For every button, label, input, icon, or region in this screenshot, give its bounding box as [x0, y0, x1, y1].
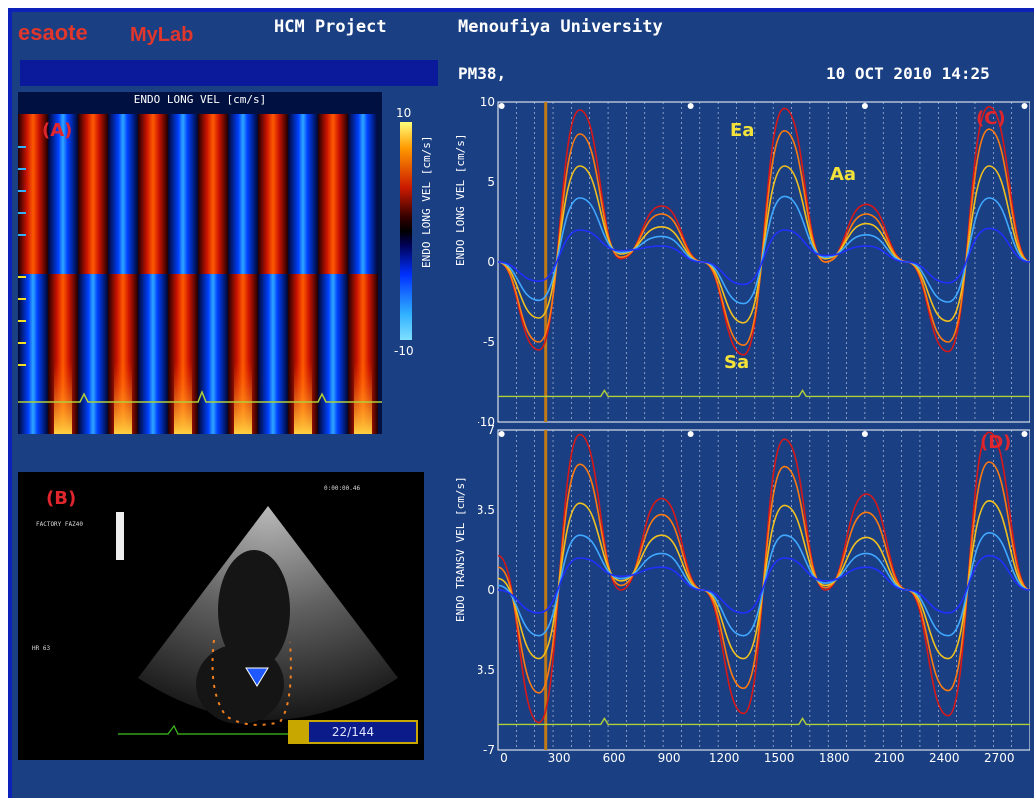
frame-scrollbar[interactable]: 22/144: [288, 720, 418, 744]
heart-marker-icon: [1021, 103, 1028, 109]
ecg-trace: [498, 717, 1030, 726]
panel-d-tag: (D): [980, 432, 1012, 453]
velocity-map-image: [18, 92, 382, 434]
velocity-band-bottom: [18, 274, 48, 434]
velocity-trace: [497, 227, 1031, 286]
x-tick-label: 2400: [929, 751, 960, 762]
velocity-trace: [497, 500, 1031, 660]
svg-text:HR 63: HR 63: [32, 645, 50, 652]
heart-marker-icon: [861, 103, 868, 109]
velocity-band-top: [258, 114, 288, 274]
velocity-band-top: [18, 114, 48, 274]
svg-text:0:00:00.46: 0:00:00.46: [324, 485, 361, 492]
echocardiogram-image: FACTORY FAZ40 0:00:00.46 HR 63: [18, 472, 424, 760]
colorbar-axis: ENDO LONG VEL [cm/s]: [420, 108, 436, 368]
velocity-colorbar: [400, 122, 412, 340]
patient-id: PM38,: [458, 64, 507, 83]
velocity-band-bottom: [78, 274, 108, 434]
velocity-peak-highlight: [354, 362, 372, 434]
panel-a-tag: (A): [42, 120, 73, 141]
header-blue-bar: [20, 60, 438, 86]
y-tick-label: -3.5: [478, 663, 495, 677]
velocity-band-top: [78, 114, 108, 274]
velocity-peak-highlight: [174, 362, 192, 434]
velocity-peak-highlight: [54, 362, 72, 434]
velocity-peak-highlight: [114, 362, 132, 434]
annotation-ea: Ea: [730, 120, 755, 141]
velocity-band-top: [168, 114, 198, 274]
svg-text:FACTORY FAZ40: FACTORY FAZ40: [36, 521, 83, 528]
heart-marker-icon: [687, 431, 694, 437]
plot-frame: [497, 101, 1031, 423]
y-tick-label: 10: [480, 95, 495, 109]
velocity-trace: [497, 165, 1031, 324]
x-tick-label: 1200: [709, 751, 740, 762]
y-tick-label: -10: [478, 415, 495, 429]
x-tick-label: 2700: [984, 751, 1015, 762]
esaote-logo: esaote: [18, 20, 88, 46]
y-tick-label: 0: [487, 583, 495, 597]
x-tick-label: 600: [603, 751, 626, 762]
velocity-peak-highlight: [294, 362, 312, 434]
heart-marker-icon: [1021, 431, 1028, 437]
velocity-band-bottom: [138, 274, 168, 434]
app-window: esaote MyLab HCM Project Menoufiya Unive…: [8, 8, 1034, 798]
velocity-band-top: [228, 114, 258, 274]
transv-vel-ylabel: ENDO TRANSV VEL [cm/s]: [454, 476, 467, 622]
y-tick-label: -7: [483, 743, 495, 757]
colorbar-min: -10: [394, 344, 414, 358]
x-tick-label: 1800: [819, 751, 850, 762]
velocity-band-top: [288, 114, 318, 274]
velocity-trace: [497, 128, 1031, 347]
velocity-band-top: [318, 114, 348, 274]
x-tick-label: 900: [658, 751, 681, 762]
x-tick-label: 1500: [764, 751, 795, 762]
exam-datetime: 10 OCT 2010 14:25: [826, 64, 990, 83]
velocity-peak-highlight: [234, 362, 252, 434]
velocity-band-bottom: [198, 274, 228, 434]
panel-b-tag: (B): [46, 488, 77, 509]
velocity-band-top: [198, 114, 228, 274]
colorbar-label: ENDO LONG VEL [cm/s]: [420, 135, 433, 268]
annotation-sa: Sa: [724, 352, 750, 373]
y-tick-label: 7: [487, 423, 495, 437]
heart-marker-icon: [498, 431, 505, 437]
colorbar-max: 10: [396, 106, 412, 120]
velocity-band-top: [108, 114, 138, 274]
x-tick-label: 2100: [874, 751, 905, 762]
velocity-band-bottom: [318, 274, 348, 434]
velocity-band-bottom: [258, 274, 288, 434]
y-tick-label: 0: [487, 255, 495, 269]
velocity-trace: [497, 195, 1031, 305]
heart-marker-icon: [861, 431, 868, 437]
logo-brand: esaote: [18, 20, 88, 45]
frame-counter: 22/144: [331, 725, 375, 739]
heart-marker-icon: [498, 103, 505, 109]
university-title: Menoufiya University: [458, 17, 663, 37]
velocity-plots-svg: 10 5 0 -5 -107 3.5 0 -3.5 -7 0 300 600 900 1200 1500 18…: [472, 95, 1031, 765]
y-tick-label: 3.5: [478, 503, 495, 517]
velocity-map-title: ENDO LONG VEL [cm/s]: [133, 93, 267, 106]
echo-image-panel: FACTORY FAZ40 0:00:00.46 HR 63: [18, 472, 424, 760]
velocity-band-top: [48, 114, 78, 274]
velocity-trace: [497, 554, 1031, 614]
plot-frame: [497, 429, 1031, 751]
frame-progress-fill: [290, 722, 310, 742]
y-tick-label: -5: [483, 335, 495, 349]
x-tick-label: 0: [500, 751, 508, 762]
y-tick-label: 5: [487, 175, 495, 189]
heart-marker-icon: [687, 103, 694, 109]
x-tick-label: 300: [548, 751, 571, 762]
ecg-trace: [498, 389, 1030, 398]
project-title: HCM Project: [274, 17, 387, 37]
velocity-plots: 10 5 0 -5 -107 3.5 0 -3.5 -7 0 300 600 900 1200 1500 18…: [472, 92, 1031, 765]
annotation-aa: Aa: [830, 164, 857, 185]
velocity-trace: [497, 105, 1031, 356]
panel-c-tag: (C): [976, 108, 1006, 129]
long-vel-ylabel: ENDO LONG VEL [cm/s]: [454, 133, 467, 266]
parametric-velocity-map: [18, 92, 382, 434]
mylab-logo: MyLab: [130, 24, 194, 46]
velocity-band-top: [138, 114, 168, 274]
velocity-band-top: [348, 114, 378, 274]
